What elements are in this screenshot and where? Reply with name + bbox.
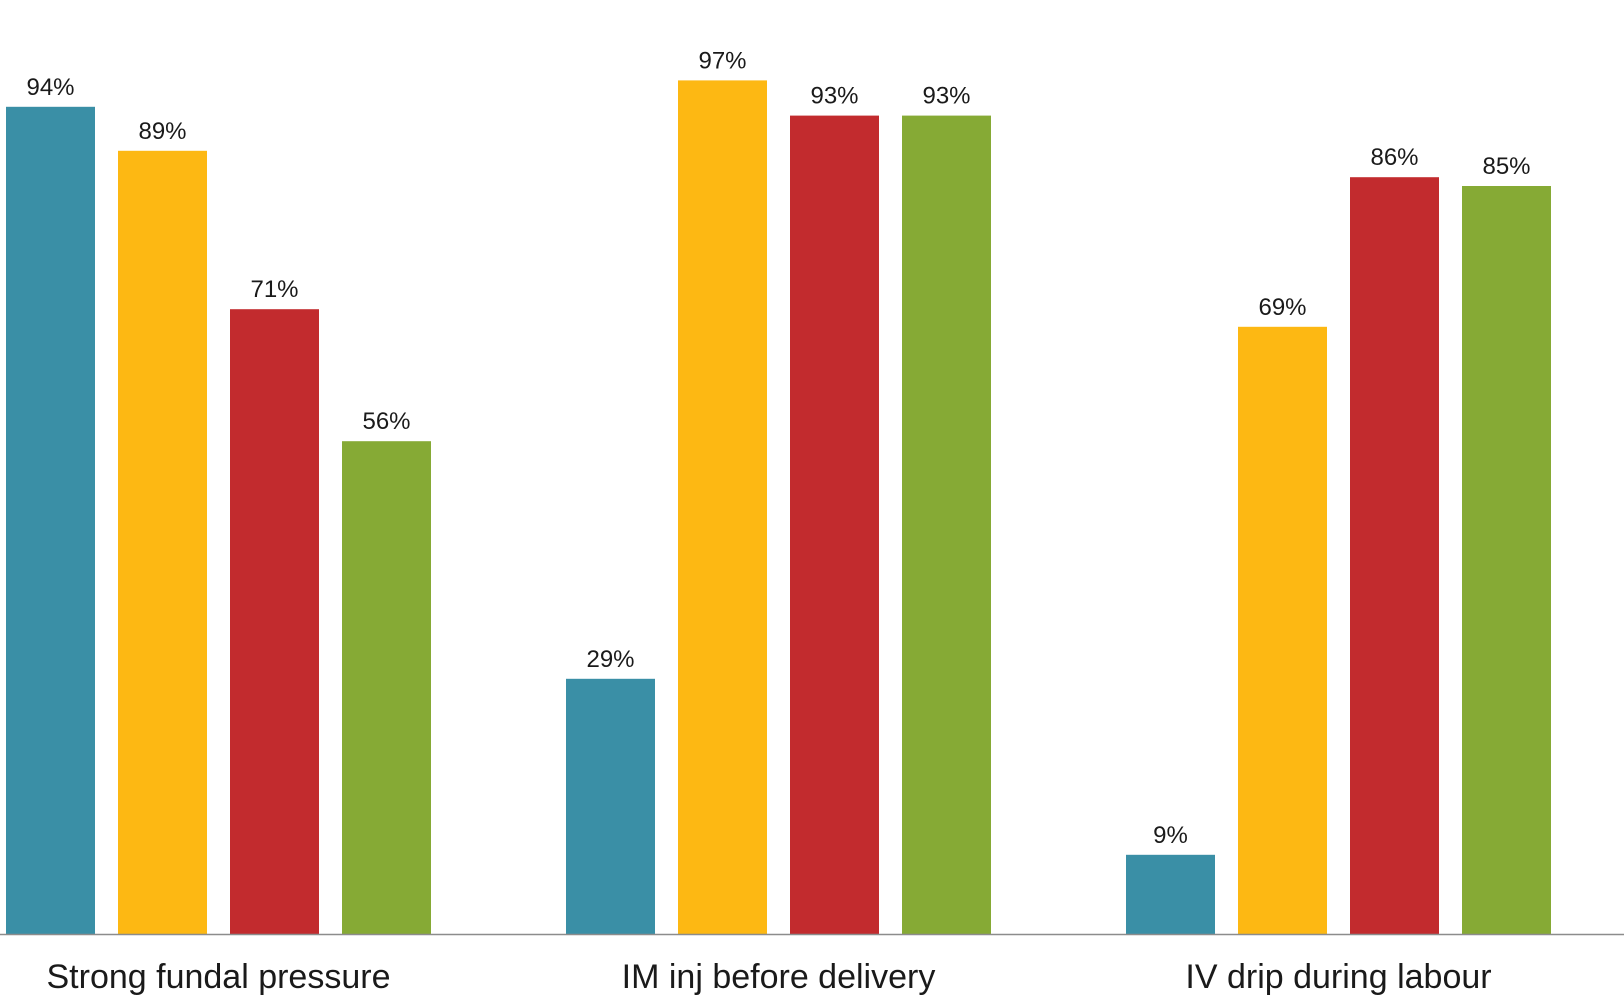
bars-layer [6,80,1551,935]
bar-3-3 [1350,177,1439,934]
data-label-2-3: 93% [810,83,858,110]
data-label-3-1: 9% [1153,822,1188,849]
data-label-3-2: 69% [1258,294,1306,321]
bar-3-4 [1462,186,1551,934]
data-label-1-1: 94% [26,74,74,101]
x-tick-label-3: IV drip during labour [1185,958,1491,996]
bar-2-2 [678,80,767,934]
bar-2-3 [790,115,879,935]
x-tick-label-2: IM inj before delivery [622,958,936,996]
data-label-2-1: 29% [586,646,634,673]
bar-2-4 [902,115,991,935]
bar-1-1 [6,106,95,935]
bar-1-2 [118,150,207,935]
data-label-3-4: 85% [1482,153,1530,180]
data-label-1-4: 56% [362,408,410,435]
bar-1-3 [230,309,319,934]
data-label-3-3: 86% [1370,144,1418,171]
data-label-2-4: 93% [922,83,970,110]
x-tick-labels-layer: Strong fundal pressure IM inj before deli… [47,958,1492,996]
data-label-1-2: 89% [138,118,186,145]
bar-1-4 [342,441,431,934]
data-label-2-2: 97% [698,47,746,74]
bar-2-1 [566,678,655,934]
bar-3-1 [1126,854,1215,934]
bar-3-2 [1238,326,1327,934]
data-labels-layer: 94% 89% 71% 56% 29% 97% 93% 93% 9% 69% 86% 85% [26,47,1530,848]
x-tick-label-1: Strong fundal pressure [47,958,391,996]
data-label-1-3: 71% [250,276,298,303]
